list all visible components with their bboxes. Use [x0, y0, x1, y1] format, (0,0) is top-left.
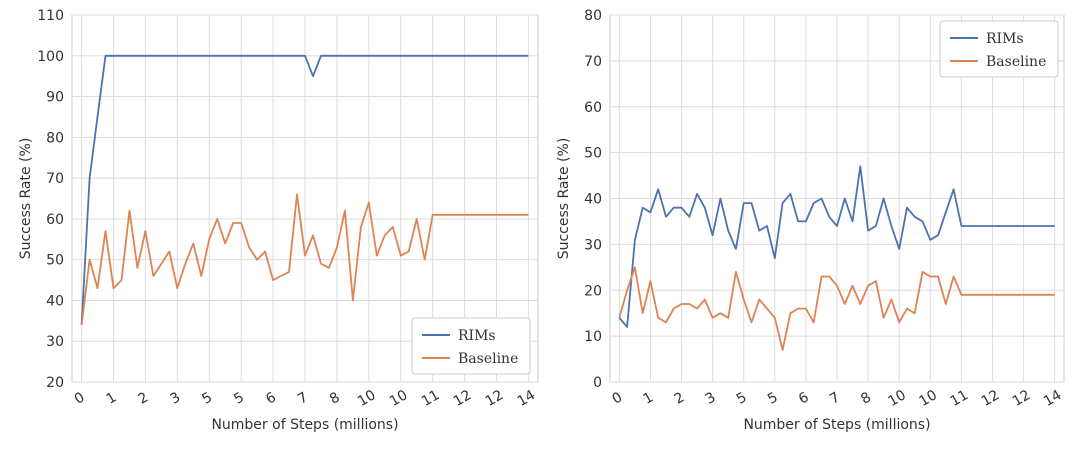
legend-box — [411, 317, 531, 375]
x-tick-label: 5 — [734, 389, 750, 407]
y-tick-label: 10 — [584, 329, 602, 345]
x-tick-label: 1 — [641, 389, 657, 407]
x-tick-label: 3 — [703, 389, 719, 407]
x-tick-label: 7 — [827, 389, 843, 407]
y-tick-label: 20 — [584, 283, 602, 299]
y-tick-label: 70 — [584, 54, 602, 70]
y-tick-label: 60 — [46, 212, 64, 228]
y-tick-label: 50 — [584, 146, 602, 162]
y-tick-label: 60 — [584, 100, 602, 116]
legend-label-rims: RIMs — [986, 31, 1024, 47]
x-tick-label: 10 — [387, 387, 410, 410]
series-line-rims — [80, 54, 529, 325]
series-line-baseline — [80, 193, 529, 326]
x-tick-label: 12 — [451, 387, 474, 410]
x-tick-label: 14 — [1041, 387, 1065, 410]
legend: RIMs Baseline — [411, 317, 531, 375]
series-line-baseline — [618, 266, 1055, 351]
x-tick-label: 10 — [355, 387, 378, 410]
x-tick-label: 8 — [327, 389, 343, 407]
legend-label-rims: RIMs — [458, 328, 496, 344]
x-tick-label: 5 — [765, 389, 781, 407]
y-axis-label: Success Rate (%) — [18, 138, 34, 260]
y-tick-label: 0 — [593, 375, 602, 391]
x-tick-label: 5 — [231, 389, 247, 407]
legend-label-baseline: Baseline — [458, 351, 518, 367]
x-tick-label: 1 — [104, 389, 120, 407]
y-tick-label: 30 — [584, 237, 602, 253]
x-axis-label: Number of Steps (millions) — [743, 417, 930, 433]
y-tick-label: 80 — [584, 8, 602, 24]
x-tick-label: 10 — [917, 387, 940, 410]
y-tick-label: 40 — [46, 293, 64, 309]
y-tick-label: 30 — [46, 334, 64, 350]
y-tick-label: 100 — [37, 49, 64, 65]
y-tick-label: 20 — [46, 375, 64, 391]
x-tick-label: 0 — [72, 389, 88, 407]
y-tick-label: 70 — [46, 171, 64, 187]
x-tick-label: 5 — [199, 389, 215, 407]
x-tick-label: 11 — [948, 387, 971, 410]
x-tick-label: 14 — [515, 387, 539, 410]
x-tick-label: 12 — [483, 387, 506, 410]
y-axis-label: Success Rate (%) — [556, 138, 572, 260]
y-tick-label: 50 — [46, 253, 64, 269]
x-tick-label: 2 — [672, 389, 688, 407]
x-tick-label: 8 — [858, 389, 874, 407]
series-line-rims — [618, 165, 1055, 328]
x-tick-label: 12 — [979, 387, 1002, 410]
x-tick-label: 12 — [1010, 387, 1033, 410]
x-tick-label: 11 — [419, 387, 442, 410]
x-tick-label: 0 — [609, 389, 625, 407]
x-axis-label: Number of Steps (millions) — [211, 417, 398, 433]
x-tick-label: 2 — [136, 389, 152, 407]
legend-label-baseline: Baseline — [986, 54, 1046, 70]
legend-box — [939, 20, 1059, 78]
y-tick-label: 90 — [46, 90, 64, 106]
x-tick-label: 6 — [796, 389, 812, 407]
y-tick-label: 40 — [584, 192, 602, 208]
x-tick-label: 10 — [885, 387, 908, 410]
y-tick-label: 80 — [46, 130, 64, 146]
x-tick-label: 6 — [263, 389, 279, 407]
legend: RIMs Baseline — [939, 20, 1059, 78]
x-tick-label: 3 — [167, 389, 183, 407]
x-tick-label: 7 — [295, 389, 311, 407]
y-tick-label: 110 — [37, 8, 64, 24]
